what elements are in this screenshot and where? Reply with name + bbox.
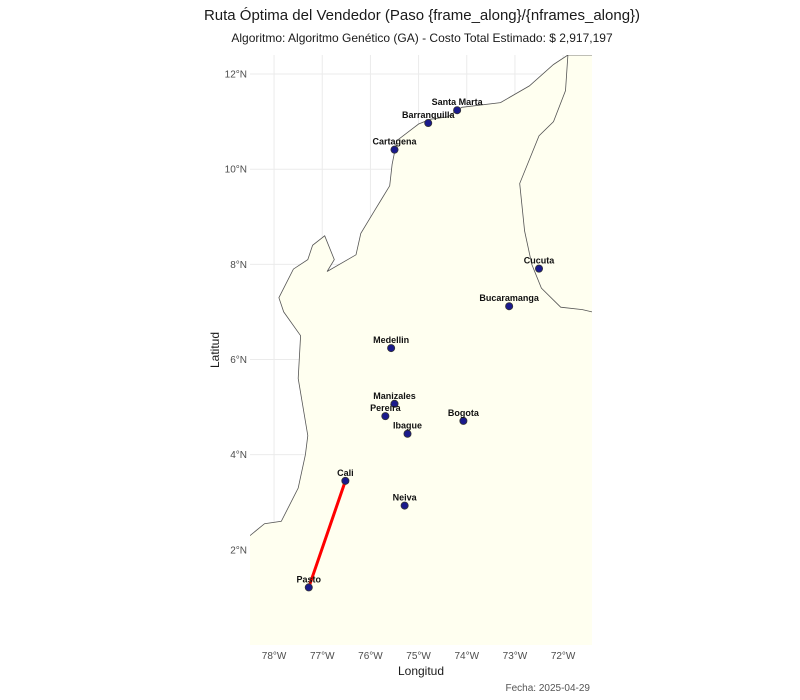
x-tick-label: 75°W	[406, 651, 431, 662]
city-label-cali: Cali	[337, 468, 354, 478]
city-point-santa-marta	[453, 106, 462, 115]
city-point-cucuta	[535, 264, 544, 273]
city-point-ibague	[403, 429, 412, 438]
city-point-manizales	[390, 399, 399, 408]
y-tick-label: 2°N	[230, 545, 247, 556]
city-label-bucaramanga: Bucaramanga	[479, 293, 540, 303]
city-label-medellin: Medellin	[373, 335, 409, 345]
city-point-medellin	[387, 344, 396, 353]
city-label-bogota: Bogota	[448, 408, 480, 418]
city-label-barranquilla: Barranquilla	[402, 110, 456, 120]
city-point-pereira	[381, 412, 390, 421]
label-layer: Santa Marta Barranquilla Cartagena Cucuta Bu…	[297, 97, 556, 584]
y-tick-label: 10°N	[225, 165, 247, 176]
chart-title: Ruta Óptima del Vendedor (Paso {frame_al…	[203, 7, 641, 24]
city-point-barranquilla	[424, 119, 433, 128]
x-tick-label: 76°W	[358, 651, 383, 662]
route-layer	[307, 479, 347, 589]
city-label-cartagena: Cartagena	[372, 137, 417, 147]
city-point-bucaramanga	[505, 302, 514, 311]
city-label-neiva: Neiva	[393, 493, 418, 503]
chart-caption: Fecha: 2025-04-29	[505, 683, 590, 694]
city-point-pasto	[304, 583, 313, 592]
tick-layer: 78°W 77°W 76°W 75°W 74°W 73°W 72°W 2°N 4°N 6°N 8°N…	[225, 70, 576, 662]
city-point-neiva	[400, 501, 409, 510]
city-label-santa-marta: Santa Marta	[432, 97, 484, 107]
x-tick-label: 72°W	[551, 651, 576, 662]
city-point-cali	[341, 476, 350, 485]
city-point-cartagena	[390, 145, 399, 154]
city-label-pereira: Pereira	[370, 403, 402, 413]
city-label-manizales: Manizales	[373, 391, 416, 401]
land-area	[250, 55, 592, 645]
land-layer	[250, 55, 592, 645]
city-label-pasto: Pasto	[297, 574, 322, 584]
x-tick-label: 77°W	[310, 651, 335, 662]
venezuela-border	[519, 55, 592, 313]
route-segment	[307, 479, 347, 589]
y-tick-label: 4°N	[230, 450, 247, 461]
coastline	[250, 55, 592, 536]
city-label-cucuta: Cucuta	[524, 256, 555, 266]
city-point-bogota	[459, 416, 468, 425]
x-tick-label: 78°W	[262, 651, 287, 662]
city-label-ibague: Ibague	[393, 421, 422, 431]
y-axis-title: Latitud	[208, 332, 222, 368]
x-axis-title: Longitud	[398, 664, 444, 678]
y-tick-label: 8°N	[230, 260, 247, 271]
point-layer	[304, 106, 544, 592]
y-tick-label: 12°N	[225, 70, 247, 81]
chart-subtitle: Algoritmo: Algoritmo Genético (GA) - Cos…	[231, 31, 613, 45]
y-tick-label: 6°N	[230, 355, 247, 366]
x-tick-label: 73°W	[503, 651, 528, 662]
x-tick-label: 74°W	[454, 651, 479, 662]
